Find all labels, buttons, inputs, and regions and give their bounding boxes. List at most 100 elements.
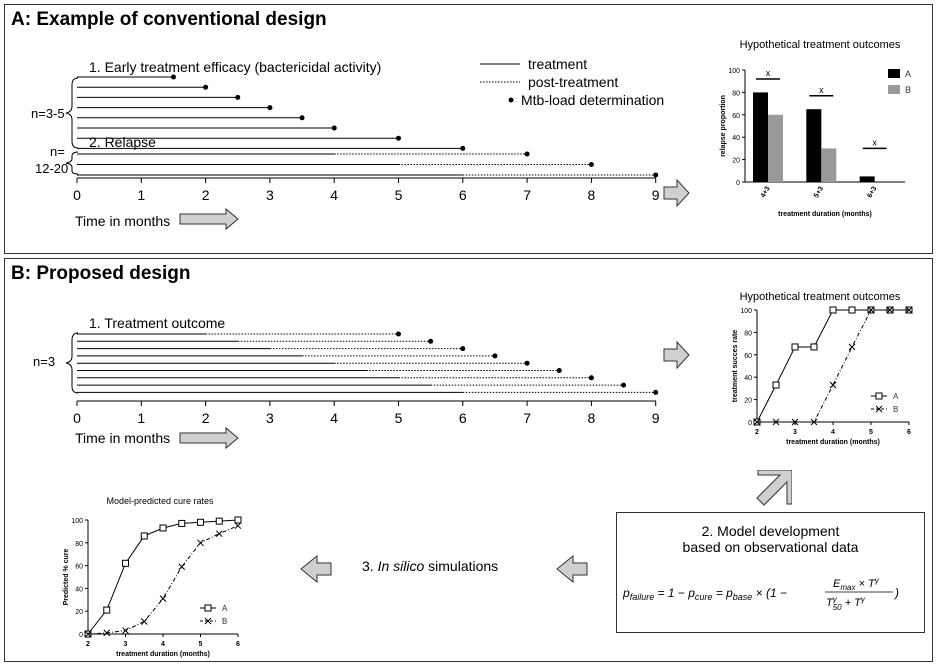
x-tick-label: 4 <box>831 429 835 436</box>
significance-mark: x <box>819 85 824 95</box>
y-tick-label: 80 <box>732 90 740 97</box>
y-tick-label: 20 <box>732 158 740 165</box>
mtb-point <box>524 151 530 157</box>
y-tick-label: 60 <box>732 113 740 120</box>
timeline-tick-label: 4 <box>330 187 338 203</box>
mtb-point <box>492 353 498 359</box>
legend-mtb: Mtb-load determination <box>521 92 664 108</box>
timeline-tick-label: 8 <box>588 410 596 426</box>
mtb-point <box>653 172 659 178</box>
legend-label: A <box>893 392 899 401</box>
timeline-b-lines <box>77 331 659 395</box>
section1-label: 1. Early treatment efficacy (bactericida… <box>89 59 381 75</box>
point-A <box>772 381 780 389</box>
mtb-point <box>267 105 273 111</box>
mtb-point <box>556 368 562 373</box>
chart-model-predicted-cure: Model-predicted cure rates 0 20 40 60 80 100 2 3… <box>63 496 242 658</box>
chart-title: Hypothetical treatment outcomes <box>740 291 901 303</box>
panel-a-title: A: Example of conventional design <box>11 9 327 30</box>
y-axis-label: treatment succes rate <box>732 330 739 402</box>
point-A <box>875 392 883 400</box>
legend-label: A <box>222 604 228 613</box>
time-arrow-b <box>179 426 239 450</box>
y-tick-label: 40 <box>744 375 752 382</box>
timeline-tick-label: 7 <box>523 410 531 426</box>
x-axis-label: treatment duration (months) <box>778 211 872 218</box>
y-tick-label: 60 <box>75 564 83 571</box>
point-A <box>810 343 818 351</box>
x-tick-label: 3 <box>124 641 128 648</box>
point-B <box>886 306 894 314</box>
arrow-a-right <box>663 178 690 208</box>
model-formula: pfailure = 1 − pcure = pbase × (1 − Emax… <box>622 573 918 616</box>
y-tick-label: 40 <box>75 586 83 593</box>
y-tick-label: 20 <box>75 609 83 616</box>
legend-swatch-A <box>888 69 900 78</box>
group2-brace <box>65 151 79 175</box>
simulations-label: 3. In silico simulations <box>362 558 498 574</box>
point-B <box>829 381 837 389</box>
section-outcome-label: 1. Treatment outcome <box>89 315 225 331</box>
mtb-point <box>170 74 176 80</box>
y-tick-label: 20 <box>744 398 752 405</box>
mtb-point <box>428 338 434 344</box>
mtb-point <box>235 94 241 100</box>
legend-label: B <box>893 405 898 414</box>
bar-A <box>753 92 768 182</box>
model-title-1: 2. Model development <box>701 523 840 539</box>
timeline-a-ticks: 0 1 2 3 4 5 6 7 8 9 <box>73 178 660 203</box>
point-B <box>848 343 856 351</box>
x-tick-label: 6+3 <box>866 185 878 199</box>
point-B <box>234 522 242 530</box>
point-A <box>215 517 223 525</box>
timeline-tick-label: 2 <box>202 187 210 203</box>
point-B <box>215 530 223 538</box>
y-tick-label: 80 <box>744 330 752 337</box>
y-tick-label: 80 <box>75 541 83 548</box>
point-B <box>140 618 148 625</box>
mtb-point <box>653 389 659 395</box>
point-A <box>122 559 129 567</box>
mtb-point <box>203 84 209 90</box>
timeline-tick-label: 0 <box>73 410 81 426</box>
mtb-point <box>396 331 401 337</box>
point-B <box>197 539 204 547</box>
point-B <box>753 418 761 426</box>
y-tick-label: 100 <box>740 308 752 315</box>
point-B <box>84 630 92 638</box>
timeline-tick-label: 1 <box>137 187 145 203</box>
model-title-2: based on observational data <box>682 539 859 555</box>
point-B <box>772 418 780 426</box>
mtb-point <box>299 115 305 121</box>
point-B <box>905 306 913 314</box>
svg-text:): ) <box>893 586 899 600</box>
chart-relapse-proportion: Hypothetical treatment outcomes 0 20 40 60 80… <box>720 39 911 218</box>
chart-title: Model-predicted cure rates <box>106 496 214 506</box>
legend-treatment: treatment <box>528 56 587 72</box>
mtb-point <box>460 346 466 352</box>
model-development-box: 2. Model development based on observatio… <box>616 512 925 633</box>
y-tick-label: 0 <box>748 420 752 427</box>
point-B <box>204 617 212 625</box>
mtb-point <box>588 162 594 167</box>
sim-prefix: 3. <box>362 558 378 574</box>
timeline-tick-label: 0 <box>73 187 81 203</box>
timeline-a: 1. Early treatment efficacy (bactericida… <box>31 56 690 231</box>
x-tick-label: 3 <box>793 429 797 436</box>
timeline-tick-label: 8 <box>588 187 596 203</box>
legend-label: B <box>222 617 227 626</box>
series-line-A <box>756 309 909 423</box>
panel-b <box>4 258 933 662</box>
x-tick-label: 6 <box>907 429 911 436</box>
group-n: n=3 <box>33 354 55 369</box>
svg-text:pfailure = 1 − pcure = pbase ×: pfailure = 1 − pcure = pbase × (1 − <box>623 586 787 602</box>
section2-label: 2. Relapse <box>89 134 156 150</box>
x-tick-label: 5 <box>199 641 203 648</box>
x-tick-label: 5+3 <box>813 185 825 199</box>
timeline-tick-label: 4 <box>330 410 338 426</box>
timeline-a-axis-label: Time in months <box>75 213 170 229</box>
y-tick-label: 0 <box>79 632 83 639</box>
timeline-tick-label: 2 <box>202 410 210 426</box>
bar-A <box>859 176 875 182</box>
